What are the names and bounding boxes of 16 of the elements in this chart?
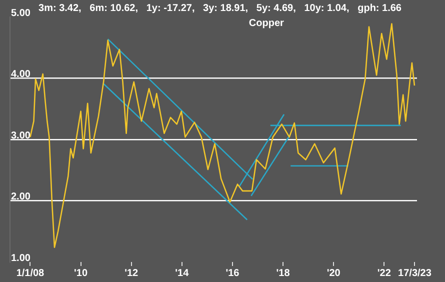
x-tick-label: '22 xyxy=(377,268,392,279)
x-tick-label: '20 xyxy=(326,268,341,279)
y-tick-label: 2.00 xyxy=(11,192,31,202)
chart-subtitle: 3m: 3.42, 6m: 10.62, 1y: -17.27, 3y: 18.91, 5y: 4.69, 10y: 1.04, gph: 1.66 xyxy=(38,2,402,14)
x-tick-label: '12 xyxy=(124,268,139,279)
x-tick-label: '14 xyxy=(175,268,190,279)
y-tick-label: 3.00 xyxy=(11,130,31,142)
chart-title: Copper xyxy=(248,18,284,29)
x-tick-label: '10 xyxy=(74,268,88,279)
x-tick-label: '16 xyxy=(226,268,240,279)
y-tick-label: 1.00 xyxy=(11,252,31,264)
x-tick-label: 17/3/23 xyxy=(398,268,432,279)
y-tick-label: 5.00 xyxy=(11,8,31,19)
x-tick-label: '18 xyxy=(276,268,290,279)
x-tick-label: 1/1/08 xyxy=(16,268,45,279)
y-tick-label: 4.00 xyxy=(11,69,31,80)
